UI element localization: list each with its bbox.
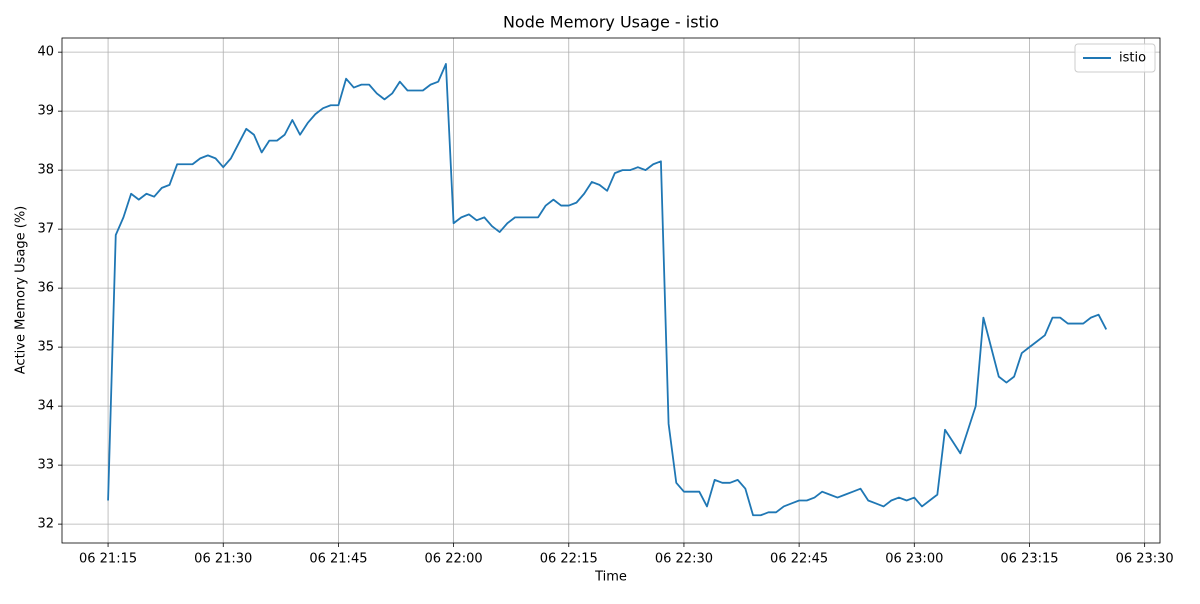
x-tick-label: 06 23:30: [1116, 552, 1174, 567]
legend-box: [1074, 43, 1156, 73]
x-tick-label: 06 22:45: [770, 552, 828, 567]
chart-title: Node Memory Usage - istio: [503, 13, 719, 32]
x-tick-label: 06 22:15: [540, 552, 598, 567]
y-tick-label: 37: [37, 222, 54, 237]
x-tick-label: 06 22:00: [425, 552, 483, 567]
y-tick-label: 34: [37, 399, 54, 414]
legend-label: istio: [1119, 51, 1146, 66]
x-tick-label: 06 21:45: [309, 552, 367, 567]
y-tick-label: 33: [37, 458, 54, 473]
y-tick-label: 39: [37, 104, 54, 119]
x-tick-label: 06 21:15: [79, 552, 137, 567]
x-tick-label: 06 23:00: [885, 552, 943, 567]
y-tick-label: 32: [37, 517, 54, 532]
x-tick-label: 06 23:15: [1000, 552, 1058, 567]
data-line: [107, 63, 1108, 517]
y-axis-label: Active Memory Usage (%): [14, 206, 29, 374]
x-tick-label: 06 22:30: [655, 552, 713, 567]
y-tick-label: 40: [37, 45, 54, 60]
x-axis-label: Time: [594, 570, 627, 585]
y-tick-label: 35: [37, 340, 54, 355]
plot-frame: [61, 37, 1161, 544]
x-tick-label: 06 21:30: [194, 552, 252, 567]
y-tick-label: 36: [37, 281, 54, 296]
y-tick-label: 38: [37, 163, 54, 178]
